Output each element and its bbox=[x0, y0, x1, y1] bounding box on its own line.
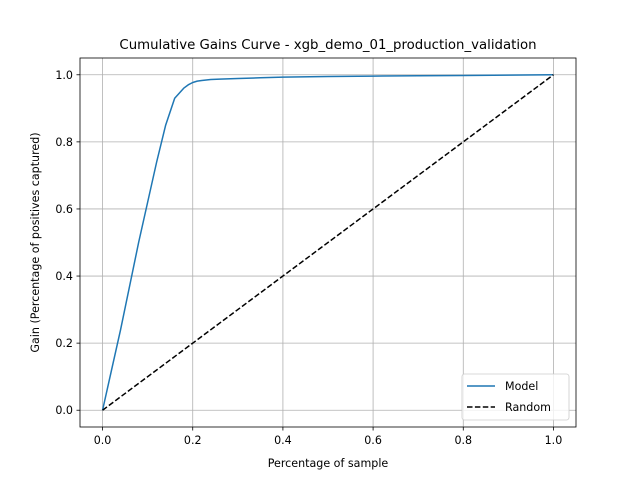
y-tick-label: 0.8 bbox=[55, 136, 73, 149]
axis-ticks: 0.0 0.2 0.4 0.6 0.8 1.0 0.0 0.2 0.4 0.6 0.8 1.0 bbox=[55, 69, 562, 447]
plot-series bbox=[101, 74, 554, 411]
x-tick-label: 0.2 bbox=[184, 434, 202, 447]
x-tick-label: 0.4 bbox=[274, 434, 292, 447]
series-line-random bbox=[102, 74, 554, 411]
y-tick-label: 0.2 bbox=[55, 337, 73, 350]
y-tick-label: 0.4 bbox=[55, 270, 73, 283]
y-axis-label: Gain (Percentage of positives captured) bbox=[29, 132, 42, 352]
x-tick-label: 0.0 bbox=[94, 434, 112, 447]
series-line-model bbox=[101, 74, 554, 411]
y-tick-label: 1.0 bbox=[55, 69, 73, 82]
legend-label-model: Model bbox=[505, 380, 538, 393]
y-tick-label: 0.6 bbox=[55, 203, 73, 216]
x-tick-label: 0.8 bbox=[454, 434, 472, 447]
x-tick-label: 1.0 bbox=[545, 434, 563, 447]
x-tick-label: 0.6 bbox=[364, 434, 382, 447]
legend-label-random: Random bbox=[505, 401, 551, 414]
x-axis-label: Percentage of sample bbox=[268, 457, 389, 470]
axes-frame bbox=[79, 57, 577, 428]
y-tick-label: 0.0 bbox=[55, 404, 73, 417]
grid bbox=[80, 58, 576, 427]
legend: Model Random bbox=[461, 373, 570, 421]
chart-title: Cumulative Gains Curve - xgb_demo_01_pro… bbox=[119, 38, 536, 53]
